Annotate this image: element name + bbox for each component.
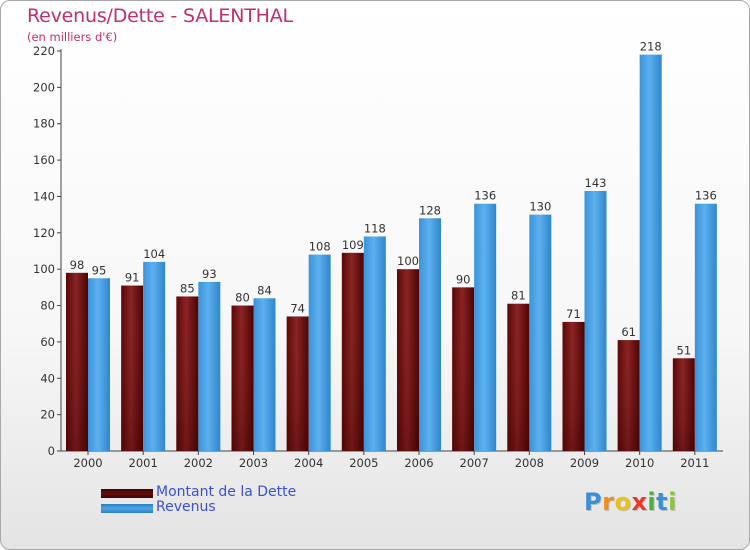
y-tick-label: 220 [33,44,55,58]
x-tick-label: 2005 [349,456,378,470]
legend-swatch-debt [101,489,153,498]
data-label-debt: 81 [511,289,526,303]
x-tick-label: 2001 [129,456,158,470]
data-label-debt: 91 [125,271,140,285]
bar-revenue [694,203,717,451]
logo-letter: o [614,488,632,516]
data-label-debt: 51 [677,343,692,357]
data-label-revenue: 95 [92,263,107,277]
legend-label-revenue: Revenus [156,499,216,515]
logo-letter: r [602,488,615,516]
data-label-debt: 90 [456,272,471,286]
y-tick-label: 80 [40,299,55,313]
bar-revenue [308,254,331,451]
logo-letter: i [668,488,677,516]
data-label-debt: 71 [566,307,581,321]
data-label-debt: 61 [621,325,636,339]
bar-debt-shade [286,316,309,451]
bar-revenue [253,298,276,451]
data-label-revenue: 136 [474,189,496,203]
bar-revenue [639,54,662,452]
data-label-revenue: 130 [529,200,551,214]
x-tick-label: 2006 [404,456,433,470]
y-tick-label: 200 [33,80,55,94]
data-label-debt: 85 [180,281,195,295]
data-label-revenue: 108 [309,240,331,254]
data-label-revenue: 118 [364,221,386,235]
data-label-revenue: 84 [257,283,272,297]
y-tick-label: 0 [48,444,55,458]
bar-revenue [474,203,497,451]
data-label-debt: 100 [397,254,419,268]
data-label-revenue: 218 [640,40,662,54]
y-tick-label: 60 [40,335,55,349]
logo-letter: x [631,488,648,516]
bar-revenue [529,214,552,451]
bar-revenue [198,281,221,451]
data-label-debt: 74 [290,301,305,315]
bar-revenue [88,278,110,451]
data-label-debt: 109 [342,238,364,252]
y-tick-label: 20 [40,408,55,422]
x-tick-label: 2011 [680,456,709,470]
x-tick-label: 2009 [570,456,599,470]
data-label-revenue: 104 [143,247,165,261]
bar-debt-shade [562,321,585,451]
bar-revenue [584,191,607,451]
bar-debt-shade [672,358,695,451]
data-label-revenue: 143 [585,176,607,190]
data-label-debt: 98 [70,258,85,272]
bar-debt-shade [617,340,640,451]
y-tick-label: 140 [33,189,55,203]
x-tick-label: 2003 [239,456,268,470]
y-tick-label: 180 [33,117,55,131]
logo-letter: i [647,488,657,516]
bar-debt-shade [231,305,254,451]
y-tick-label: 120 [33,226,55,240]
data-label-revenue: 128 [419,203,441,217]
bar-revenue [419,218,441,451]
bar-debt-shade [507,303,530,451]
y-tick-label: 40 [40,371,55,385]
data-label-revenue: 136 [695,189,717,203]
logo-letter: P [584,488,603,516]
data-label-debt: 80 [235,291,250,305]
x-tick-label: 2010 [625,456,654,470]
x-tick-label: 2004 [294,456,323,470]
chart-subtitle: (en milliers d'€) [27,30,118,44]
bar-revenue [143,261,166,451]
bar-debt-shade [121,285,144,451]
bar-debt-shade [66,272,88,451]
legend-label-debt: Montant de la Dette [156,484,297,500]
y-tick-label: 100 [33,262,55,276]
bar-debt-shade [341,252,364,451]
logo-letter: t [656,488,669,516]
bar-revenue [363,236,386,451]
bar-debt-shade [452,287,475,451]
proxiti-logo: Proxiti [584,488,677,516]
bar-debt-shade [397,269,419,451]
y-tick-label: 160 [33,153,55,167]
x-tick-label: 2002 [184,456,213,470]
data-label-revenue: 93 [202,267,217,281]
bar-debt-shade [176,296,199,451]
x-tick-label: 2008 [515,456,544,470]
x-tick-label: 2000 [73,456,102,470]
legend-swatch-revenue [101,504,153,513]
chart-title: Revenus/Dette - SALENTHAL [27,5,293,27]
x-tick-label: 2007 [460,456,489,470]
